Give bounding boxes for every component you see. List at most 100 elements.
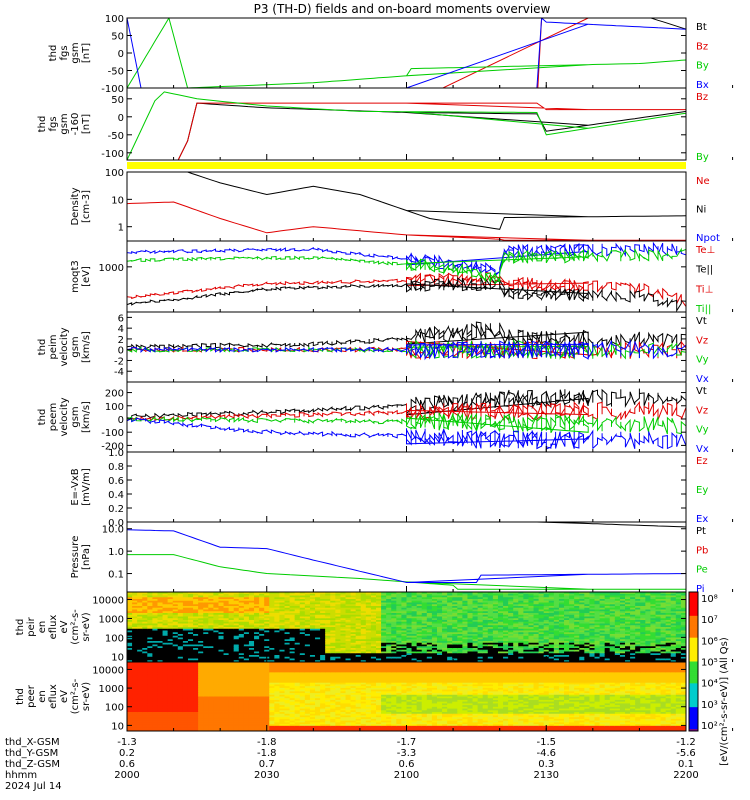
heatmap-cell <box>162 611 169 614</box>
heatmap-cell <box>579 618 585 621</box>
heatmap-cell <box>172 593 179 597</box>
heatmap-cell <box>452 635 458 639</box>
heatmap-cell <box>675 597 682 600</box>
heatmap-cell <box>604 642 611 646</box>
heatmap-cell <box>182 592 189 595</box>
heatmap-cell <box>360 632 367 635</box>
heatmap-cell <box>442 642 448 646</box>
heatmap-cell <box>543 604 550 607</box>
heatmap-cell <box>640 649 646 653</box>
heatmap-cell <box>289 600 296 604</box>
heatmap-cell <box>396 648 403 651</box>
heatmap-cell <box>625 634 631 637</box>
heatmap-cell <box>482 625 489 628</box>
heatmap-cell <box>558 648 565 651</box>
heatmap-cell <box>172 607 179 611</box>
heatmap-cell <box>172 616 179 619</box>
heatmap-cell <box>218 607 225 611</box>
heatmap-cell <box>442 614 448 618</box>
heatmap-cell <box>187 611 194 614</box>
heatmap-cell <box>259 658 265 661</box>
legend-Ne: Ne <box>696 176 710 187</box>
heatmap-cell <box>543 613 550 616</box>
heatmap-cell <box>381 597 387 600</box>
heatmap-cell <box>294 602 301 605</box>
heatmap-cell <box>284 649 291 653</box>
heatmap-cell <box>152 639 159 642</box>
y-axis-label: peim <box>48 334 59 359</box>
heatmap-cell <box>137 648 143 651</box>
heatmap-cell <box>579 620 585 623</box>
y-tick-label: 10 <box>111 652 124 663</box>
heatmap-cell <box>335 592 342 595</box>
heatmap-cell <box>675 656 682 660</box>
heatmap-cell <box>152 635 159 639</box>
heatmap-cell <box>503 644 509 647</box>
heatmap-cell <box>289 639 296 642</box>
heatmap-cell <box>152 637 159 640</box>
heatmap-cell <box>238 632 245 635</box>
y-tick-label: 1.0 <box>108 448 124 459</box>
heatmap-cell <box>381 632 387 635</box>
y-tick-label: 0.1 <box>108 570 124 581</box>
heatmap-cell <box>518 609 524 612</box>
heatmap-cell <box>630 621 636 625</box>
heatmap-cell <box>635 614 641 618</box>
heatmap-cell <box>650 600 657 604</box>
heatmap-cell <box>345 653 352 656</box>
heatmap-cell <box>152 651 159 654</box>
heatmap-cell <box>167 616 174 619</box>
heatmap-cell <box>569 592 575 595</box>
heatmap-cell <box>299 606 306 609</box>
heatmap-cell <box>127 628 133 632</box>
heatmap-cell <box>309 620 316 623</box>
heatmap-cell <box>538 658 545 661</box>
heatmap-cell <box>137 672 143 675</box>
heatmap-cell <box>558 628 565 632</box>
heatmap-cell <box>482 599 489 602</box>
heatmap-cell <box>558 616 565 619</box>
heatmap-cell <box>665 621 672 625</box>
heatmap-cell <box>543 649 550 653</box>
heatmap-cell <box>467 599 474 602</box>
heatmap-cell <box>462 655 469 658</box>
heatmap-cell <box>391 627 397 630</box>
heatmap-cell <box>447 656 453 660</box>
heatmap-cell <box>406 623 413 626</box>
heatmap-cell <box>452 653 458 656</box>
heatmap-cell <box>442 621 448 625</box>
heatmap-cell <box>553 614 560 618</box>
heatmap-cell <box>426 592 433 595</box>
heatmap-cell <box>228 648 235 651</box>
heatmap-cell <box>254 632 260 635</box>
heatmap-cell <box>533 620 540 623</box>
heatmap-cell <box>182 627 189 630</box>
heatmap-cell <box>436 648 443 651</box>
heatmap-cell <box>503 646 509 649</box>
heatmap-cell <box>599 639 606 642</box>
heatmap-cell <box>182 625 189 628</box>
heatmap-cell <box>243 599 250 602</box>
heatmap-cell <box>304 620 311 623</box>
heatmap-cell <box>533 599 540 602</box>
heatmap-cell <box>127 604 133 607</box>
heatmap-cell <box>335 607 342 611</box>
heatmap-cell <box>309 611 316 614</box>
heatmap-cell <box>152 641 159 644</box>
heatmap-cell <box>182 651 189 654</box>
heatmap-cell <box>213 656 220 660</box>
heatmap-cell <box>548 651 555 654</box>
heatmap-cell <box>680 627 686 630</box>
heatmap-cell <box>508 648 514 651</box>
heatmap-cell <box>386 616 392 619</box>
heatmap-cell <box>650 599 657 602</box>
heatmap-cell <box>604 616 611 619</box>
heatmap-cell <box>162 625 169 628</box>
heatmap-cell <box>162 642 169 646</box>
heatmap-cell <box>223 593 230 597</box>
heatmap-cell <box>472 637 479 640</box>
heatmap-cell <box>187 613 194 616</box>
heatmap-cell <box>421 627 428 630</box>
heatmap-cell <box>396 621 403 625</box>
heatmap-cell <box>228 646 235 649</box>
